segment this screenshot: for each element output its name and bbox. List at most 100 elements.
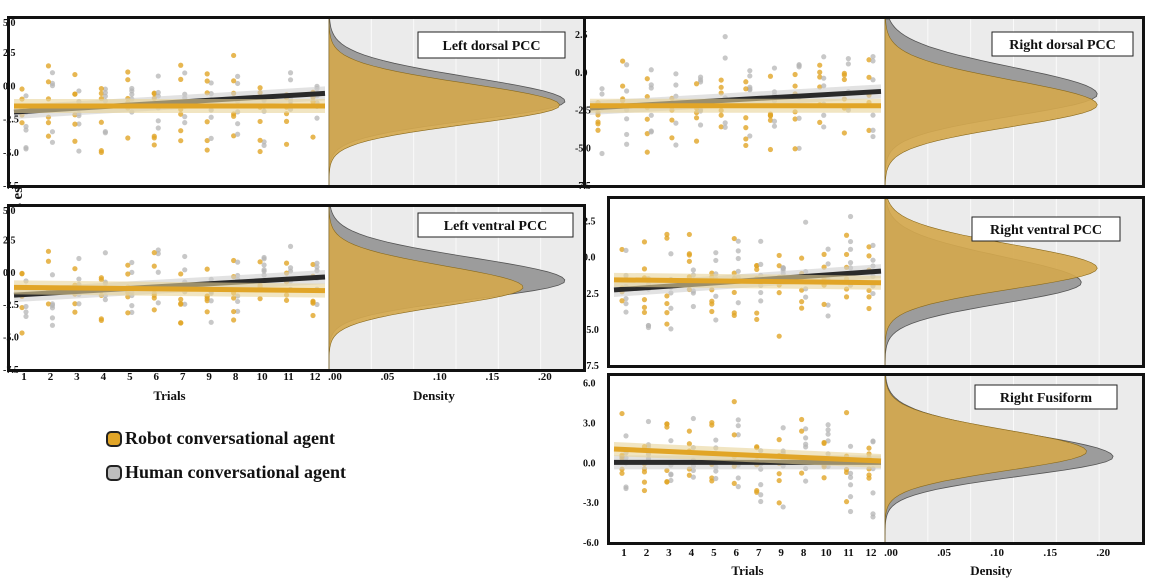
human-point [23, 303, 29, 310]
human-point [102, 90, 108, 96]
robot-point [799, 255, 805, 261]
robot-point [821, 439, 827, 446]
robot-point [709, 422, 715, 428]
x-axis-label: Trials [153, 388, 185, 403]
human-point [102, 128, 108, 135]
human-point [49, 83, 56, 89]
human-point [76, 255, 82, 262]
human-point [845, 56, 851, 62]
panel-title: Left ventral PCC [444, 219, 547, 234]
human-point [870, 290, 876, 297]
legend-human: Human conversational agent [106, 462, 346, 483]
robot-point [843, 294, 850, 300]
robot-point [641, 487, 648, 494]
robot-point [792, 116, 798, 122]
robot-point [843, 232, 850, 238]
robot-point [310, 312, 316, 319]
robot-point [664, 231, 670, 237]
legend-robot-label: Robot conversational agent [125, 428, 335, 448]
human-point [735, 238, 741, 244]
human-point [129, 91, 135, 97]
human-point [261, 139, 267, 145]
robot-point [204, 137, 210, 144]
robot-point [45, 258, 52, 264]
robot-point [231, 308, 237, 315]
y-tick-label: 5.0 [3, 206, 16, 217]
human-point [735, 484, 741, 490]
human-point [722, 34, 728, 40]
human-point [208, 114, 214, 120]
robot-point [754, 316, 760, 323]
robot-point [767, 146, 774, 153]
human-point [623, 484, 629, 490]
human-point [735, 255, 741, 262]
human-point [623, 247, 629, 254]
robot-point [776, 263, 782, 269]
human-point [648, 67, 654, 73]
human-point [870, 53, 876, 60]
human-point [847, 213, 854, 220]
robot-point [45, 120, 52, 126]
robot-point [866, 294, 872, 300]
human-point [821, 75, 827, 81]
robot-point [641, 266, 648, 272]
human-point [722, 124, 728, 130]
y-tick-label: -2.5 [575, 106, 591, 117]
robot-point [664, 479, 670, 485]
robot-point [718, 112, 724, 118]
human-point [771, 65, 778, 71]
robot-point [799, 428, 805, 434]
human-point [182, 70, 188, 76]
robot-trend-line [613, 446, 882, 464]
human-point [758, 482, 764, 488]
density-tick-label: .15 [1043, 547, 1057, 559]
robot-point [283, 141, 290, 147]
robot-point [620, 58, 626, 64]
human-point [780, 504, 786, 510]
robot-point [644, 116, 650, 122]
human-point [624, 88, 630, 94]
x-tick-label: 7 [180, 0, 186, 3]
density-tick-label: .05 [937, 547, 951, 559]
robot-point [231, 52, 237, 59]
density-axis-label: Density [970, 563, 1012, 578]
human-point [155, 300, 161, 306]
human-point [155, 118, 161, 124]
human-point [102, 297, 108, 303]
human-point [129, 303, 135, 309]
x-tick-label: 8 [233, 371, 239, 383]
y-tick-label: 0.0 [583, 253, 596, 264]
y-tick-label: -7.5 [3, 181, 19, 192]
y-tick-label: -5.0 [3, 333, 19, 344]
panel-title: Right Fusiform [1000, 391, 1093, 406]
robot-point [731, 289, 737, 296]
human-point [825, 427, 831, 433]
human-point [845, 61, 851, 67]
x-tick-label: 4 [101, 0, 107, 3]
human-point [668, 305, 674, 311]
human-point [261, 267, 267, 273]
human-point [825, 422, 831, 428]
robot-point [98, 85, 104, 92]
human-point [673, 71, 679, 77]
robot-point [743, 115, 749, 121]
y-tick-label: -5.0 [575, 143, 591, 154]
panel-frame [583, 16, 1145, 188]
robot-point [709, 475, 715, 481]
robot-point [72, 309, 78, 315]
human-point [49, 139, 56, 145]
robot-point [310, 134, 316, 140]
human-point [821, 54, 827, 60]
human-point [847, 474, 854, 480]
robot-point [767, 117, 774, 123]
human-point [261, 256, 267, 262]
human-point [668, 477, 674, 484]
y-tick-label: -7.5 [575, 181, 591, 192]
human-point [780, 425, 786, 431]
human-point [23, 313, 29, 319]
robot-point [98, 90, 104, 96]
robot-density [884, 198, 1098, 365]
x-tick-label: 4 [689, 547, 695, 559]
human-point [208, 298, 214, 304]
human-point [735, 300, 741, 306]
